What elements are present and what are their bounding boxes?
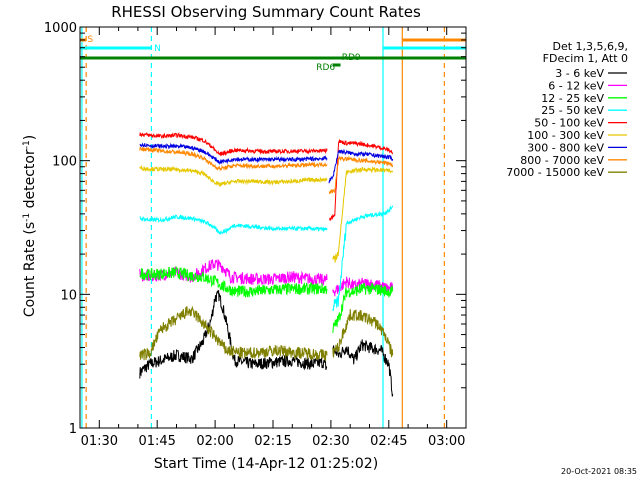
- y-axis: 1 10 100 1000: [44, 21, 466, 437]
- series-line: [139, 214, 328, 235]
- ylabel-sup1: -1: [22, 213, 32, 222]
- series-3: [139, 205, 394, 312]
- legend-label: 25 - 50 keV: [541, 104, 604, 117]
- series-line: [332, 205, 394, 312]
- x-tick-label: 02:15: [254, 434, 291, 449]
- series-0: [139, 290, 394, 397]
- series-line: [332, 276, 394, 297]
- observing-bands: S N RD6 RD9: [80, 27, 466, 428]
- series-6: [139, 142, 394, 184]
- y-tick-label: 1: [69, 422, 77, 437]
- x-tick-label: 02:45: [370, 434, 407, 449]
- timestamp: 20-Oct-2021 08:35: [561, 467, 637, 476]
- x-axis: 01:30 01:45 02:00 02:15 02:30 02:45 03:00: [79, 27, 467, 449]
- legend-label: 50 - 100 keV: [534, 117, 604, 130]
- legend-label: 3 - 6 keV: [555, 67, 604, 80]
- ylabel-mid: detector: [22, 149, 38, 213]
- ylabel-end: ): [22, 135, 38, 140]
- legend-header: Det 1,3,5,6,9,: [552, 40, 628, 53]
- series-line: [139, 131, 328, 157]
- series-line: [139, 146, 328, 172]
- x-tick-label: 03:00: [428, 434, 465, 449]
- series-line: [332, 282, 394, 333]
- series-line: [328, 155, 394, 195]
- legend-label: 6 - 12 keV: [548, 79, 604, 92]
- series-2: [139, 265, 394, 333]
- series-line: [139, 290, 328, 379]
- legend-header: FDecim 1, Att 0: [543, 52, 628, 65]
- annotation-label: N: [154, 44, 161, 54]
- annotation-label: S: [87, 35, 93, 45]
- series-line: [139, 305, 328, 361]
- series-line: [332, 309, 394, 359]
- series-line: [332, 339, 394, 397]
- ylabel-main: Count Rate (s: [22, 222, 38, 317]
- x-tick-label: 02:30: [312, 434, 349, 449]
- series-4: [139, 131, 394, 221]
- series-8: [139, 305, 394, 361]
- annotation-label: RD9: [342, 53, 361, 63]
- legend-label: 12 - 25 keV: [541, 92, 604, 105]
- y-tick-label: 1000: [44, 21, 77, 36]
- x-axis-label: Start Time (14-Apr-12 01:25:02): [154, 456, 378, 472]
- ylabel-sup2: -1: [22, 140, 32, 149]
- series-line: [332, 166, 394, 263]
- y-axis-label: Count Rate (s-1 detector-1): [22, 135, 38, 317]
- legend-label: 800 - 7000 keV: [520, 154, 604, 167]
- x-tick-label: 01:45: [138, 434, 175, 449]
- series-7: [139, 146, 394, 195]
- series-line: [328, 148, 394, 184]
- series-line: [139, 259, 328, 287]
- legend-label: 100 - 300 keV: [527, 129, 604, 142]
- series-line: [139, 265, 328, 298]
- y-tick-label: 100: [52, 155, 77, 170]
- legend: Det 1,3,5,6,9,FDecim 1, Att 0 3 - 6 keV6 …: [506, 40, 628, 179]
- y-tick-label: 10: [60, 288, 77, 303]
- series-5: [139, 165, 394, 263]
- annotation-label: RD6: [316, 63, 335, 73]
- x-tick-label: 02:00: [196, 434, 233, 449]
- series-line: [329, 138, 394, 221]
- chart-title: RHESSI Observing Summary Count Rates: [111, 3, 421, 21]
- series-line: [139, 142, 328, 165]
- series-layer: [139, 131, 394, 397]
- legend-label: 7000 - 15000 keV: [506, 166, 604, 179]
- legend-label: 300 - 800 keV: [527, 141, 604, 154]
- series-line: [139, 165, 328, 188]
- x-tick-label: 01:30: [81, 434, 118, 449]
